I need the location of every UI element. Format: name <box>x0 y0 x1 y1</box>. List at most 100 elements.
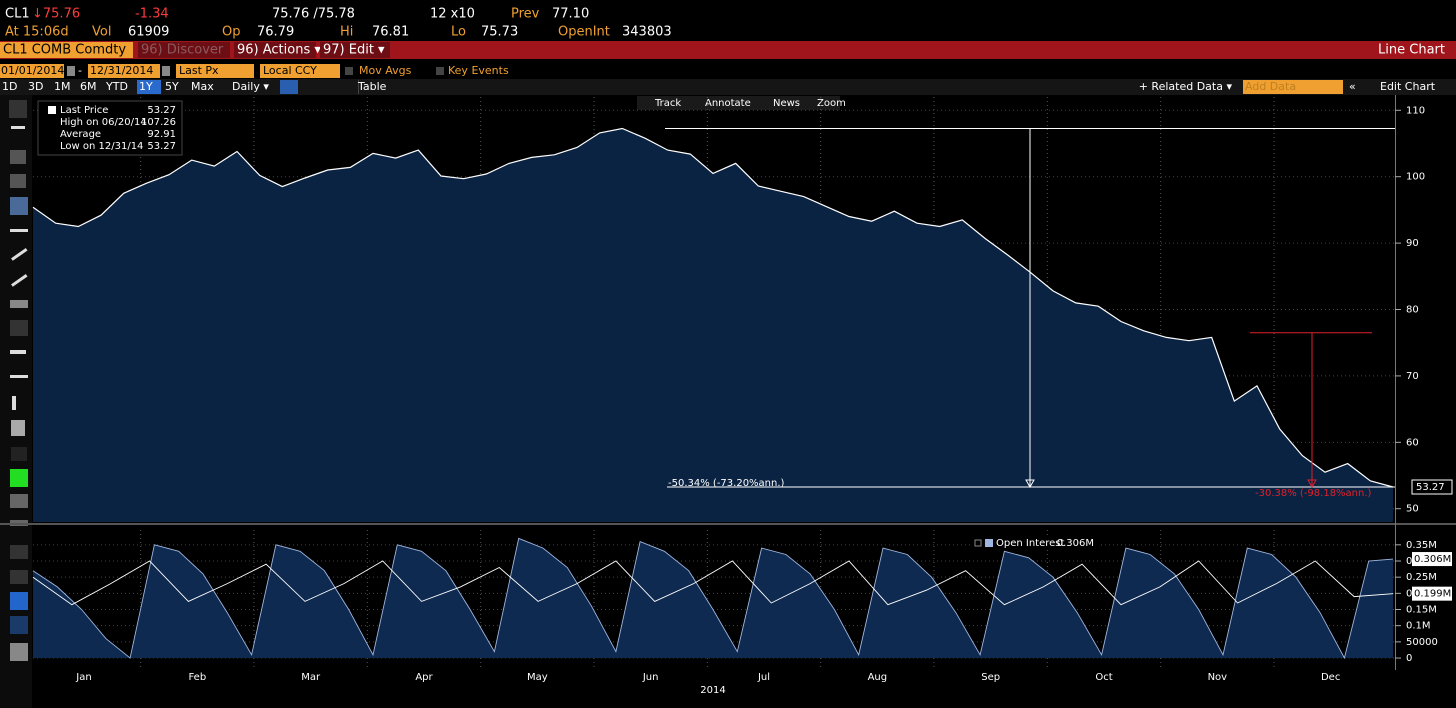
delete-tool[interactable] <box>11 420 25 436</box>
tool[interactable] <box>10 174 26 188</box>
y-tick-label: 0.1M <box>1406 621 1431 632</box>
chart-tool[interactable]: Annotate <box>705 98 751 109</box>
period[interactable]: 5Y <box>165 80 179 93</box>
calendar-icon[interactable] <box>162 66 170 76</box>
edit-chart[interactable]: Edit Chart <box>1380 80 1436 93</box>
checkbox[interactable] <box>345 67 353 75</box>
panel-divider <box>0 523 1456 525</box>
add-data-box[interactable] <box>1243 80 1343 94</box>
discover[interactable]: 96) Discover <box>141 43 224 58</box>
open: 76.79 <box>257 25 294 40</box>
field[interactable]: Last Px <box>179 64 219 77</box>
period[interactable]: YTD <box>105 80 128 93</box>
key-events[interactable]: Key Events <box>448 64 509 77</box>
x-tick-label: May <box>527 672 548 683</box>
x-tick-label: Feb <box>188 672 206 683</box>
x-tick-label: Mar <box>301 672 321 683</box>
y-tick-label: 0.25M <box>1406 572 1437 583</box>
collapse[interactable]: « <box>1349 80 1356 93</box>
line-icon[interactable] <box>280 80 298 94</box>
legend-value: 107.26 <box>141 117 176 128</box>
text-tool[interactable] <box>10 197 28 215</box>
mov-avgs[interactable]: Mov Avgs <box>359 64 412 77</box>
field-box[interactable] <box>176 64 254 78</box>
style-tool[interactable] <box>10 494 28 508</box>
x-tick-label: Oct <box>1095 672 1112 683</box>
related-data[interactable]: + Related Data ▾ <box>1139 80 1233 93</box>
font-tool[interactable] <box>11 447 27 461</box>
trend-tool[interactable] <box>11 248 28 261</box>
time: At 15:06d <box>5 25 69 40</box>
series-area <box>33 128 1393 522</box>
add-data[interactable]: Add Data <box>1245 80 1296 93</box>
checkbox[interactable] <box>436 67 444 75</box>
security[interactable]: CL1 COMB Comdty <box>3 43 126 58</box>
x-tick-label: Nov <box>1208 672 1228 683</box>
currency[interactable]: Local CCY <box>263 64 317 77</box>
series-line <box>32 127 1394 488</box>
period[interactable]: 1D <box>2 80 17 93</box>
chart-tool[interactable]: Track <box>654 98 681 109</box>
ray-tool[interactable] <box>11 274 28 287</box>
frequency[interactable]: Daily ▾ <box>232 80 269 93</box>
prev-label: Prev <box>511 7 540 22</box>
chart-tool[interactable]: News <box>773 98 800 109</box>
last-value-box <box>1412 586 1452 601</box>
pen-tool[interactable] <box>11 126 25 129</box>
table[interactable]: Table <box>357 80 387 93</box>
last-price-box <box>1411 479 1453 495</box>
brush-tool[interactable] <box>10 350 26 354</box>
calendar-icon[interactable] <box>67 66 75 76</box>
edit-button[interactable] <box>320 42 390 58</box>
right-axis-line <box>1395 95 1396 670</box>
y-tick-label: 50 <box>1406 504 1419 515</box>
magnet-tool[interactable] <box>10 592 28 610</box>
open-label: Op <box>222 25 240 40</box>
tool-icons <box>9 100 28 661</box>
period[interactable]: 1M <box>54 80 71 93</box>
channel-tool[interactable] <box>10 300 28 308</box>
legend-label: Last Price <box>60 105 108 116</box>
period[interactable]: 3D <box>28 80 43 93</box>
arrow-head <box>1025 479 1035 489</box>
period[interactable]: Max <box>191 80 214 93</box>
tool[interactable] <box>10 570 28 584</box>
y-tick-label: 90 <box>1406 238 1419 249</box>
chart-tools-bar <box>637 96 840 110</box>
annotation-text: -50.34% (-73.20%ann.) <box>668 478 785 489</box>
actions-button[interactable] <box>234 42 316 58</box>
period[interactable]: 1Y <box>139 80 153 93</box>
end[interactable]: 12/31/2014 <box>90 64 153 77</box>
palette-tool[interactable] <box>10 616 28 634</box>
line-tool[interactable] <box>10 229 28 232</box>
bid-ask: 75.76 /75.78 <box>272 7 355 22</box>
start[interactable]: 01/01/2014 <box>1 64 64 77</box>
color-tool[interactable] <box>10 469 28 487</box>
legend-label: High on 06/20/14 <box>60 117 147 128</box>
security-box[interactable] <box>0 42 133 58</box>
prev: 77.10 <box>552 7 589 22</box>
y-tick-label: 50000 <box>1406 637 1438 648</box>
actions[interactable]: 96) Actions ▾ <box>237 43 321 58</box>
move-tool[interactable] <box>10 375 28 378</box>
tool[interactable] <box>10 150 26 164</box>
chart-tool[interactable]: Zoom <box>817 98 846 109</box>
discover-button[interactable] <box>138 42 230 58</box>
start-box[interactable] <box>0 64 64 78</box>
divider <box>358 80 359 94</box>
settings-tool[interactable] <box>10 643 28 661</box>
currency-box[interactable] <box>260 64 340 78</box>
last-price: ↓75.76 <box>32 7 80 22</box>
retrace-tool[interactable] <box>10 320 28 336</box>
pointer-tool[interactable] <box>9 100 27 118</box>
tool[interactable] <box>10 545 28 559</box>
end-box[interactable] <box>88 64 160 78</box>
x-tick-label: Sep <box>981 672 1000 683</box>
select-tool[interactable] <box>12 396 16 410</box>
high-label: Hi <box>340 25 353 40</box>
last-value-box <box>1412 552 1452 567</box>
legend-box <box>37 100 183 156</box>
edit[interactable]: 97) Edit ▾ <box>323 43 385 58</box>
period[interactable]: 6M <box>80 80 97 93</box>
